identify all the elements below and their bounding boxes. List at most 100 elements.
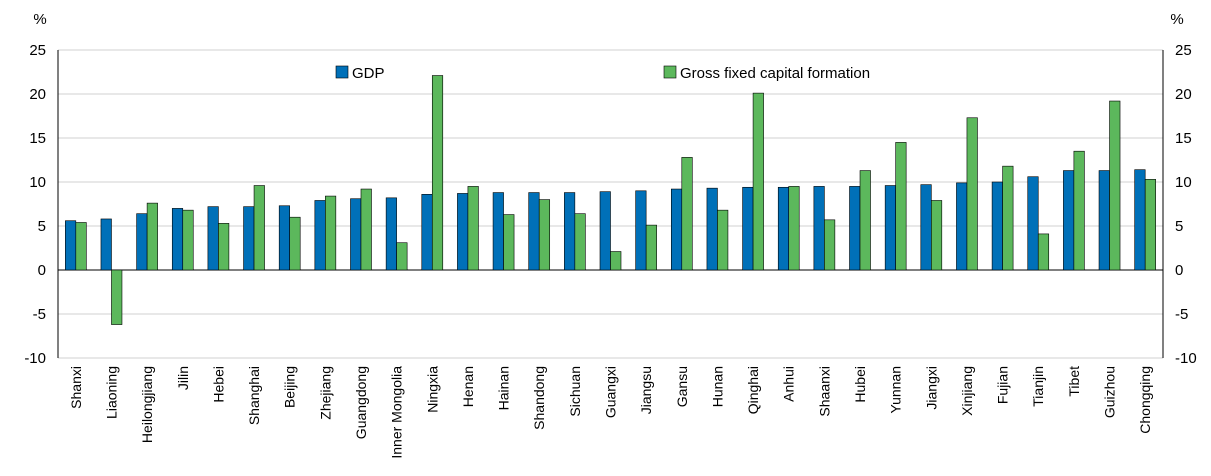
bar-gross-fixed-capital-formation-beijing — [289, 216, 301, 271]
bar-gdp-hubei — [849, 186, 861, 271]
legend-swatch-gdp — [335, 65, 349, 79]
bar-gdp-shandong — [528, 192, 540, 271]
bar-gdp-ningxia — [421, 194, 433, 271]
bar-gross-fixed-capital-formation-chongqing — [1144, 179, 1156, 271]
category-label-tianjin: Tianjin — [1030, 366, 1046, 407]
category-label-beijing: Beijing — [282, 366, 298, 408]
bar-gross-fixed-capital-formation-guangxi — [610, 251, 622, 271]
bar-gdp-fujian — [991, 181, 1003, 271]
bar-gross-fixed-capital-formation-sichuan — [574, 213, 586, 271]
category-label-jiangsu: Jiangsu — [638, 366, 654, 414]
bar-gdp-qinghai — [742, 186, 754, 271]
bar-gross-fixed-capital-formation-tianjin — [1037, 233, 1050, 271]
bar-gdp-anhui — [777, 186, 790, 271]
bar-gross-fixed-capital-formation-inner-mongolia — [396, 242, 408, 271]
y-tick-right: -10 — [1175, 350, 1197, 367]
y-tick-left: -5 — [33, 306, 46, 323]
bar-gdp-xinjiang — [956, 182, 968, 271]
y-tick-right: 10 — [1175, 174, 1192, 191]
category-label-gansu: Gansu — [674, 366, 690, 407]
bar-gross-fixed-capital-formation-hubei — [859, 170, 871, 271]
y-axis-right-ticks: 25 20 15 10 5 0 -5 -10 — [1175, 42, 1197, 367]
bars — [65, 75, 1156, 325]
bar-gross-fixed-capital-formation-shanxi — [75, 222, 87, 271]
category-label-inner-mongolia: Inner Mongolia — [389, 366, 405, 459]
bar-gross-fixed-capital-formation-ningxia — [431, 75, 444, 271]
bar-gdp-liaoning — [100, 218, 112, 271]
bar-gross-fixed-capital-formation-qinghai — [752, 92, 764, 271]
category-label-xinjiang: Xinjiang — [959, 366, 975, 416]
bar-gdp-guangdong — [350, 198, 362, 271]
legend-swatch-gfcf — [663, 65, 677, 79]
y-tick-right: 5 — [1175, 218, 1183, 235]
category-label-sichuan: Sichuan — [567, 366, 583, 417]
bar-gdp-tibet — [1063, 170, 1075, 271]
y-tick-left: 10 — [29, 174, 46, 191]
y-tick-right: 0 — [1175, 262, 1183, 279]
category-label-heilongjiang: Heilongjiang — [139, 366, 155, 443]
bar-gdp-heilongjiang — [136, 213, 148, 271]
bar-gross-fixed-capital-formation-guangdong — [360, 188, 372, 271]
category-label-chongqing: Chongqing — [1137, 366, 1153, 434]
y-tick-left: -10 — [24, 350, 46, 367]
bar-gdp-chongqing — [1134, 169, 1146, 271]
category-label-shandong: Shandong — [531, 366, 547, 430]
category-label-jilin: Jilin — [175, 366, 191, 390]
bar-gdp-guangxi — [599, 191, 611, 271]
category-label-hainan: Hainan — [496, 366, 512, 410]
bar-gross-fixed-capital-formation-fujian — [1002, 165, 1014, 271]
y-tick-left: 25 — [29, 42, 46, 59]
legend: GDP Gross fixed capital formation — [335, 65, 870, 82]
y-axis-left-ticks: 25 20 15 10 5 0 -5 -10 — [24, 42, 46, 367]
bar-gdp-guizhou — [1098, 170, 1110, 271]
y-axis-left-unit: % — [33, 11, 46, 28]
bar-gross-fixed-capital-formation-anhui — [788, 186, 800, 271]
bar-gross-fixed-capital-formation-tibet — [1073, 150, 1085, 271]
category-label-shanghai: Shanghai — [246, 366, 262, 425]
y-tick-right: 15 — [1175, 130, 1192, 147]
category-label-shanxi: Shanxi — [68, 366, 84, 409]
bar-gross-fixed-capital-formation-liaoning — [111, 269, 123, 325]
bar-gross-fixed-capital-formation-heilongjiang — [146, 202, 158, 271]
bar-gdp-jilin — [171, 208, 184, 271]
bar-gdp-sichuan — [564, 192, 576, 271]
category-label-ningxia: Ningxia — [424, 366, 440, 413]
category-label-jiangxi: Jiangxi — [923, 366, 939, 410]
bar-gross-fixed-capital-formation-shanghai — [253, 185, 265, 271]
bar-gdp-hunan — [706, 187, 718, 271]
bar-gross-fixed-capital-formation-xinjiang — [966, 117, 978, 271]
bar-gross-fixed-capital-formation-hunan — [717, 209, 729, 271]
bar-gdp-gansu — [670, 188, 683, 271]
bar-gdp-inner-mongolia — [385, 197, 397, 271]
y-tick-left: 20 — [29, 86, 46, 103]
bar-gdp-zhejiang — [314, 200, 326, 271]
y-tick-left: 0 — [38, 262, 46, 279]
category-label-guangxi: Guangxi — [603, 366, 619, 418]
bar-gross-fixed-capital-formation-hebei — [218, 223, 230, 271]
category-label-qinghai: Qinghai — [745, 366, 761, 414]
y-tick-left: 15 — [29, 130, 46, 147]
category-labels: Shanxi Liaoning Heilongjiang Jilin Hebei Shan… — [68, 366, 1153, 459]
category-label-henan: Henan — [460, 366, 476, 407]
bar-gross-fixed-capital-formation-shaanxi — [824, 219, 836, 271]
bar-gdp-beijing — [278, 205, 290, 271]
bar-gdp-hainan — [492, 192, 504, 271]
bar-gdp-yunnan — [884, 185, 896, 271]
y-tick-left: 5 — [38, 218, 46, 235]
bar-gross-fixed-capital-formation-jilin — [182, 209, 194, 271]
bar-gross-fixed-capital-formation-guizhou — [1109, 100, 1121, 271]
category-label-guangdong: Guangdong — [353, 366, 369, 439]
bar-gross-fixed-capital-formation-shandong — [538, 199, 551, 271]
category-label-hebei: Hebei — [210, 366, 226, 403]
bar-gross-fixed-capital-formation-henan — [467, 186, 479, 271]
bar-gross-fixed-capital-formation-jiangxi — [931, 200, 943, 271]
category-label-yunnan: Yunnan — [888, 366, 904, 414]
bar-gross-fixed-capital-formation-gansu — [681, 157, 693, 271]
category-label-anhui: Anhui — [781, 366, 797, 402]
y-axis-right-unit: % — [1170, 11, 1183, 28]
category-label-hunan: Hunan — [709, 366, 725, 407]
bar-gross-fixed-capital-formation-yunnan — [895, 142, 907, 271]
bar-gdp-jiangxi — [920, 184, 932, 271]
category-label-hubei: Hubei — [852, 366, 868, 403]
